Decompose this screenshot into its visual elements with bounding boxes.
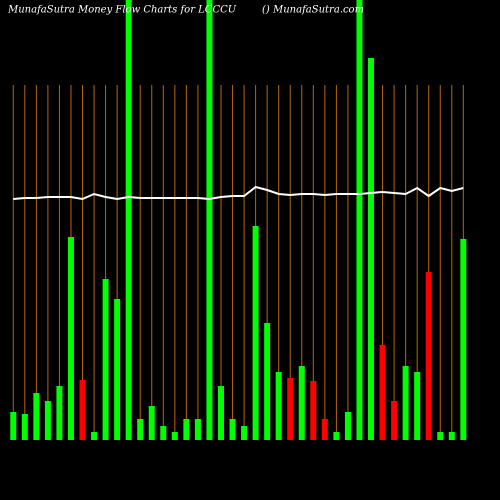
bar <box>44 401 51 440</box>
bar <box>264 323 271 440</box>
bar <box>275 372 282 440</box>
bar <box>229 419 236 440</box>
bar <box>114 299 121 440</box>
bar <box>321 419 328 440</box>
bar <box>448 432 455 440</box>
bar <box>252 226 259 440</box>
bar <box>356 0 363 440</box>
bar <box>194 419 201 440</box>
bar <box>310 381 317 440</box>
chart-subtitle: () MunafaSutra.com <box>262 5 364 16</box>
bar <box>79 380 86 440</box>
bar <box>437 432 444 440</box>
bar <box>414 372 421 440</box>
bar <box>137 419 144 440</box>
bar <box>102 279 109 440</box>
bar <box>402 366 409 440</box>
bar <box>160 426 167 440</box>
bar <box>287 378 294 440</box>
bar <box>10 412 17 440</box>
bar <box>333 432 340 440</box>
bar <box>171 432 178 440</box>
bar <box>217 386 224 440</box>
bar <box>56 386 63 440</box>
bar <box>425 272 432 440</box>
bar <box>391 401 398 440</box>
bar <box>125 0 132 440</box>
bar <box>33 393 40 440</box>
bar <box>148 406 155 440</box>
bar <box>298 366 305 440</box>
bar <box>67 237 74 440</box>
bar <box>206 0 213 440</box>
bar <box>183 419 190 440</box>
chart-title: MunafaSutra Money Flow Charts for LCCCU <box>7 5 237 16</box>
bar <box>368 58 375 440</box>
trend-line <box>13 185 464 201</box>
bar <box>91 432 98 440</box>
bar <box>379 345 386 440</box>
plot <box>10 0 467 440</box>
bar <box>21 414 28 440</box>
bar <box>460 239 467 440</box>
bar <box>344 412 351 440</box>
bar <box>241 426 248 440</box>
